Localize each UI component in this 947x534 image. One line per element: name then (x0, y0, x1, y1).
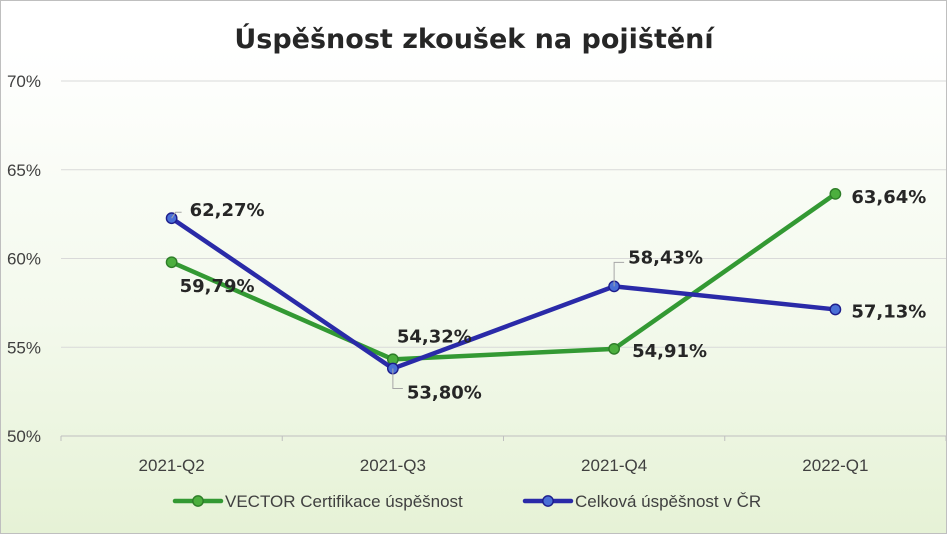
data-label: 63,64% (851, 187, 926, 208)
data-label-leader (392, 368, 403, 390)
data-label: 54,91% (632, 341, 707, 362)
chart-title: Úspěšnost zkoušek na pojištění (234, 23, 715, 55)
x-tick-label: 2022-Q1 (802, 456, 868, 475)
legend-label: VECTOR Certifikace úspěšnost (225, 492, 463, 511)
y-tick-label: 50% (7, 427, 41, 446)
series-line-2 (169, 215, 838, 371)
x-axis: 2021-Q2 2021-Q3 2021-Q4 2022-Q1 (60, 436, 946, 475)
data-label: 53,80% (407, 383, 482, 404)
gridlines (61, 80, 946, 437)
legend-swatch-marker (542, 495, 554, 507)
data-label: 59,79% (180, 276, 255, 297)
data-label: 54,32% (397, 326, 472, 347)
series-line-1 (169, 191, 838, 362)
data-label-leader (171, 211, 182, 219)
legend-label: Celková úspěšnost v ČR (575, 492, 761, 511)
y-axis: 50% 55% 60% 65% 70% (7, 72, 41, 446)
series-layer (165, 187, 842, 375)
data-labels: 59,79% 54,32% 54,91% 63,64% 62,27% 53,80% 58,4… (171, 187, 926, 404)
series-1-marker (165, 256, 178, 269)
y-tick-label: 55% (7, 338, 41, 357)
y-tick-label: 65% (7, 161, 41, 180)
x-tick-label: 2021-Q4 (581, 456, 647, 475)
series-1-marker (608, 342, 621, 355)
legend-swatch-marker (192, 495, 204, 507)
series-2-marker (829, 303, 842, 316)
y-tick-label: 60% (7, 250, 41, 269)
y-tick-label: 70% (7, 72, 41, 91)
x-tick-label: 2021-Q3 (360, 456, 426, 475)
data-label: 62,27% (190, 200, 265, 221)
legend: VECTOR Certifikace úspěšnost Celková úspě… (172, 492, 761, 511)
data-label: 58,43% (628, 247, 703, 268)
x-tick-label: 2021-Q2 (139, 456, 205, 475)
data-label: 57,13% (851, 301, 926, 322)
data-label-leader (613, 261, 625, 287)
series-1-marker (829, 187, 842, 200)
